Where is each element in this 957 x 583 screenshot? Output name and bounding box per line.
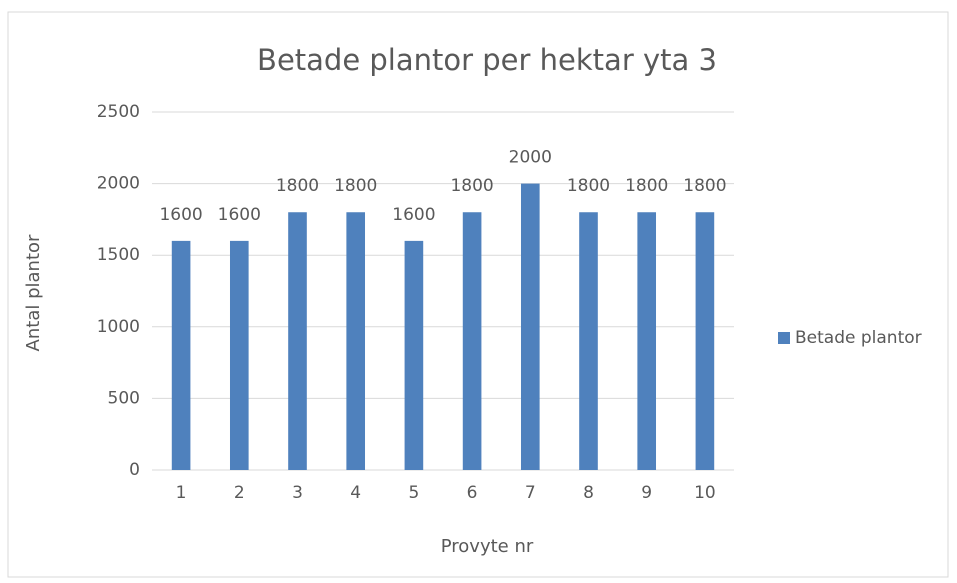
data-label: 1800 [683,176,726,196]
bar [171,240,191,470]
bar [579,212,598,471]
bar [520,183,540,470]
x-axis-label: Provyte nr [441,536,534,557]
data-label: 1600 [392,205,435,225]
x-tick-label: 6 [467,483,478,503]
x-tick-label: 10 [694,483,716,503]
y-tick-label: 1000 [97,317,140,337]
x-tick-label: 7 [525,483,536,503]
bar [346,212,366,471]
x-tick-label: 1 [176,483,187,503]
y-tick-label: 2500 [97,102,140,122]
bar [288,212,307,471]
data-label: 1600 [159,205,202,225]
data-label: 2000 [509,148,552,168]
bar [695,212,715,471]
data-label: 1600 [218,205,261,225]
x-tick-label: 8 [583,483,594,503]
data-label: 1800 [625,176,668,196]
x-tick-label: 9 [641,483,652,503]
chart-title: Betade plantor per hektar yta 3 [257,43,717,77]
y-tick-label: 1500 [97,245,140,265]
data-label: 1800 [450,176,493,196]
x-tick-label: 3 [292,483,303,503]
x-tick-label: 5 [408,483,419,503]
y-tick-label: 500 [108,388,140,408]
bar [404,240,424,470]
data-label: 1800 [567,176,610,196]
y-tick-label: 0 [129,460,140,480]
data-label: 1800 [334,176,377,196]
y-tick-label: 2000 [97,174,140,194]
legend-swatch [778,332,790,344]
bar [229,240,249,470]
bar [462,212,482,471]
x-tick-label: 2 [234,483,245,503]
data-label: 1800 [276,176,319,196]
bar [637,212,657,471]
y-axis-label: Antal plantor [23,234,44,351]
x-tick-label: 4 [350,483,361,503]
legend-label: Betade plantor [795,328,922,348]
